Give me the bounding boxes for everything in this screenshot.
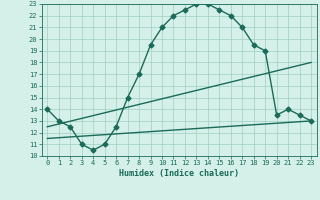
X-axis label: Humidex (Indice chaleur): Humidex (Indice chaleur) xyxy=(119,169,239,178)
